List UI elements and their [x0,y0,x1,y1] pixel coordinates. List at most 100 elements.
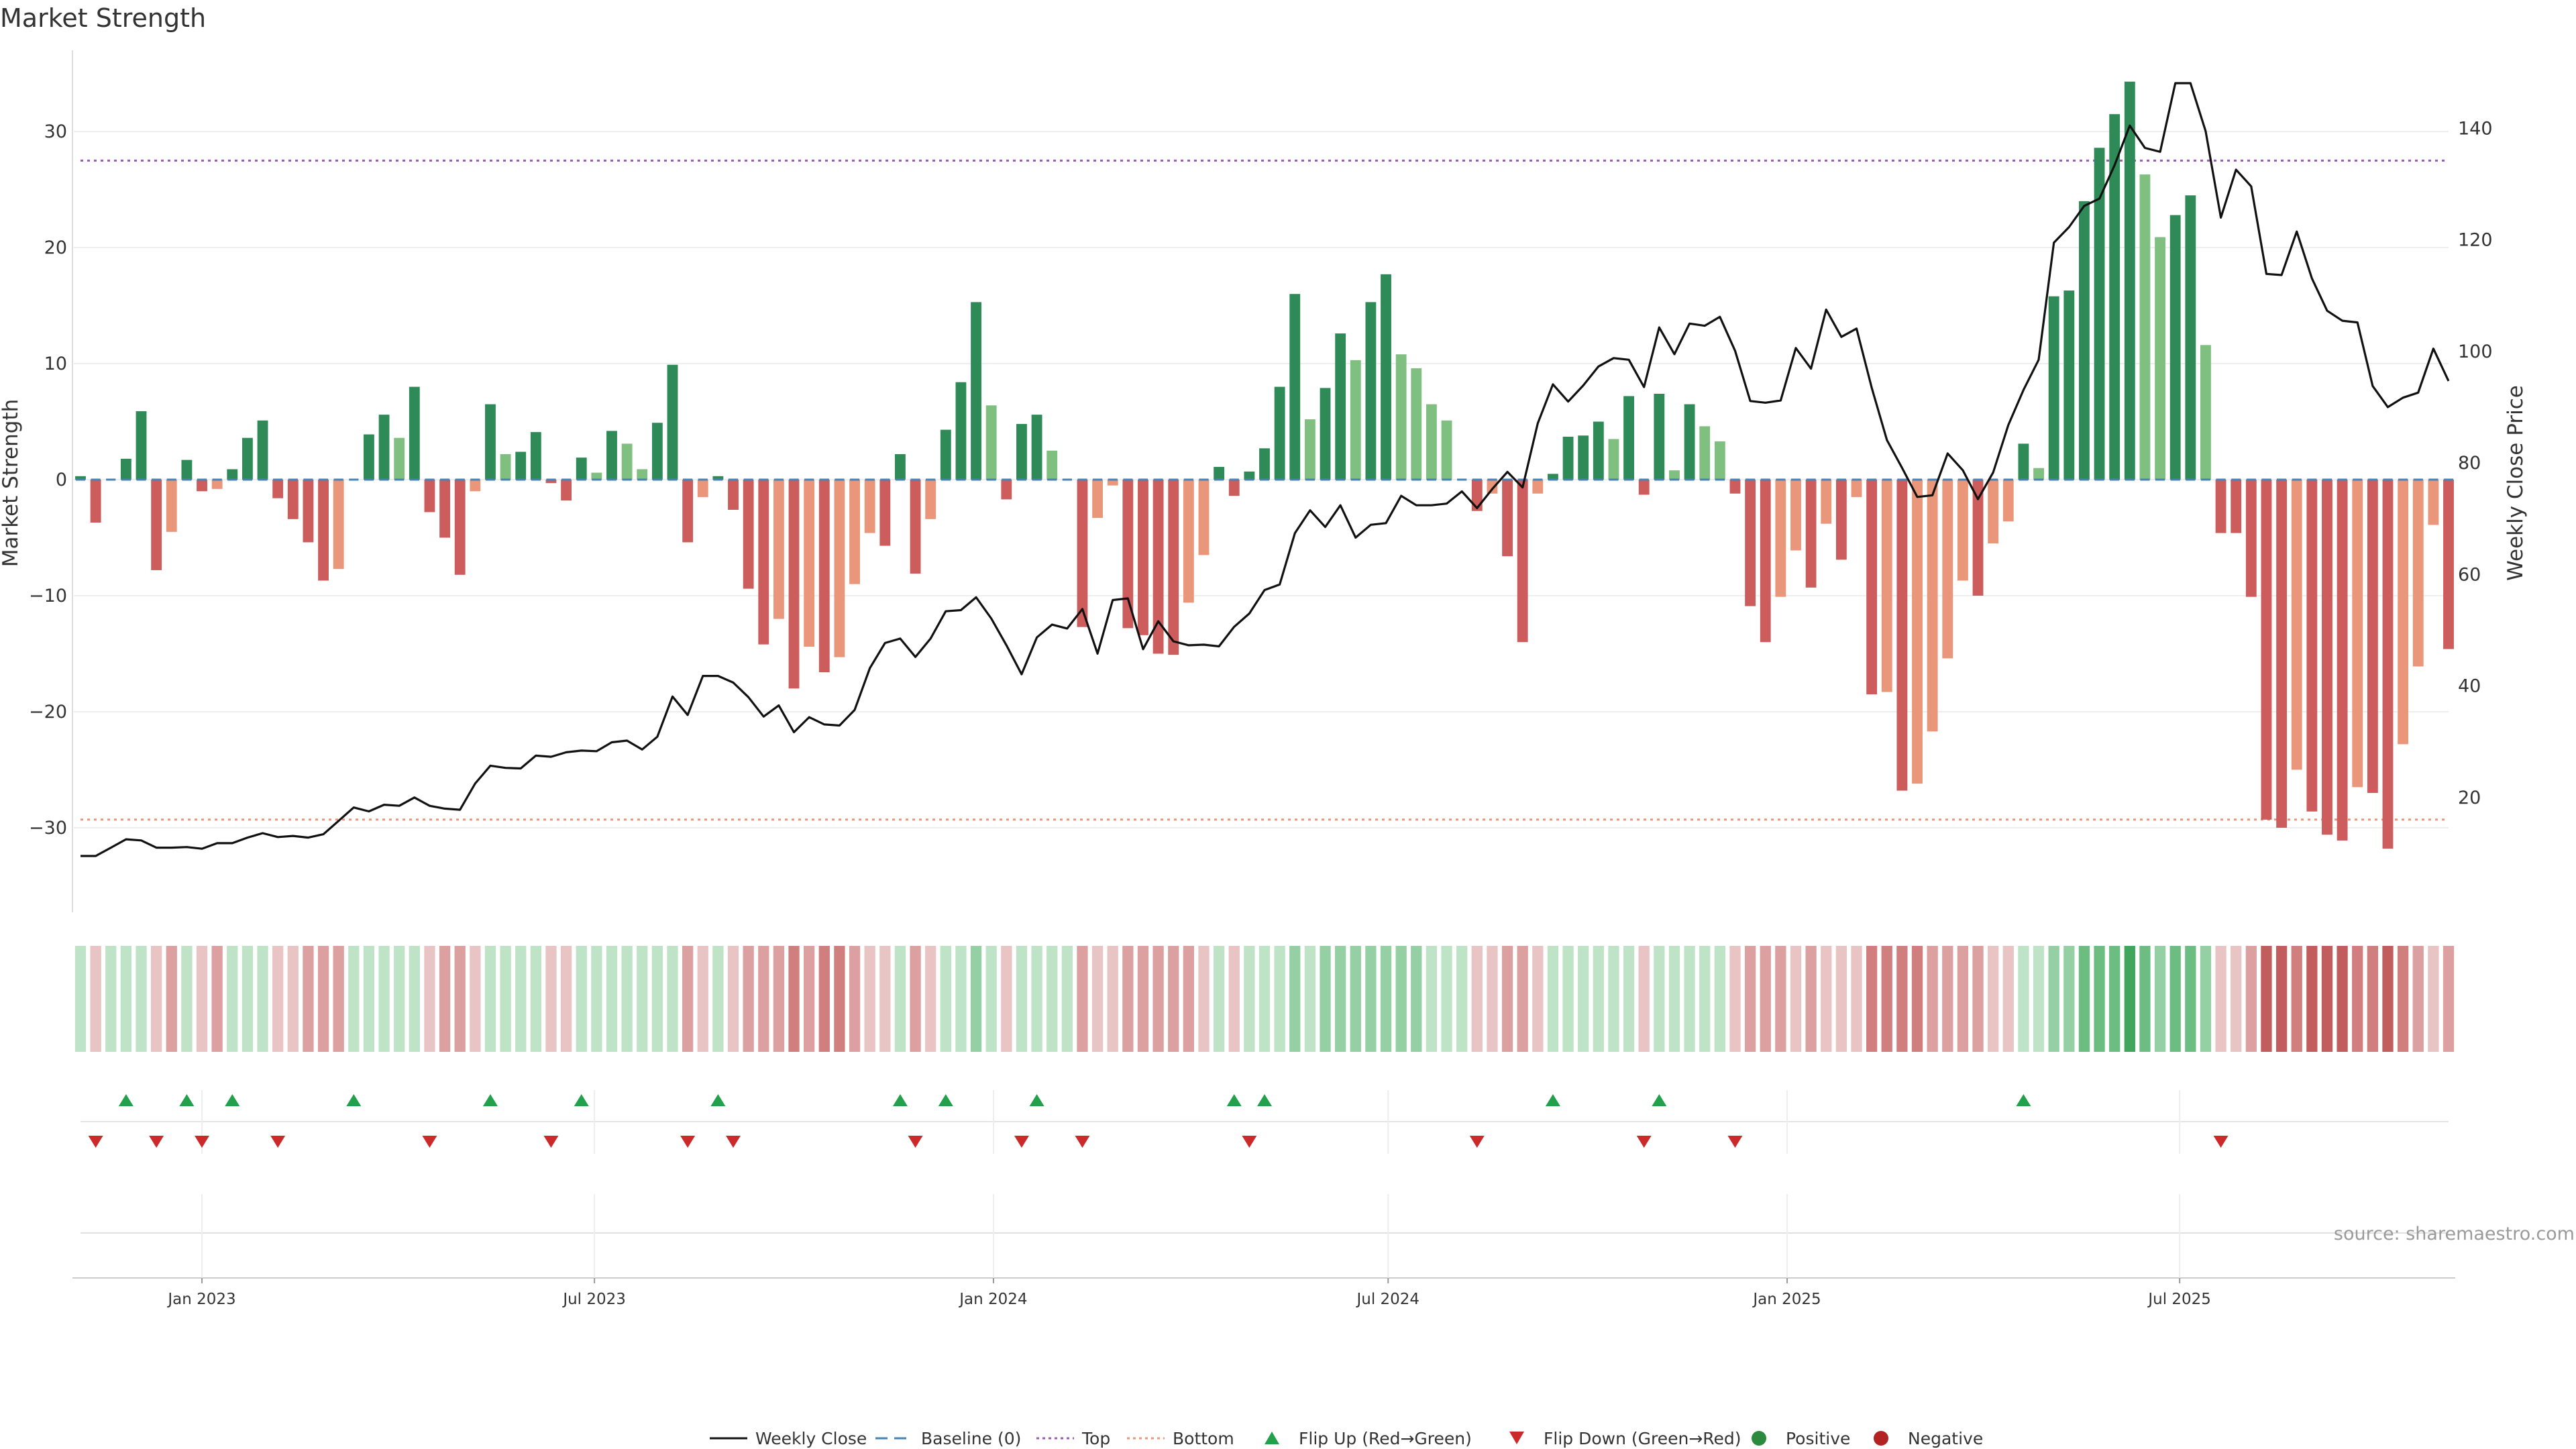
heat-cell [1365,946,1377,1052]
positive-bar [136,411,147,480]
negative-bar [804,480,815,647]
legend: Weekly Close Baseline (0) Top Bottom Flip Up… [710,1429,1983,1448]
negative-bar [1228,480,1240,496]
heat-cell [606,946,618,1052]
legend-item: Weekly Close [710,1429,867,1448]
negative-bar [1168,480,1179,655]
flip-up-marker [938,1094,953,1106]
heat-cell [1320,946,1331,1052]
heat-cell [1547,946,1559,1052]
negative-bar [788,480,800,689]
heat-cell [788,946,800,1052]
positive-bar [985,405,997,480]
negative-bar [1760,480,1771,643]
weekly-close-line [80,82,2450,857]
positive-bar [576,458,587,480]
negative-bar [2443,480,2454,649]
heat-cell [1760,946,1771,1052]
negative-bar [1821,480,1832,524]
positive-bar [515,451,527,480]
heat-cell [1942,946,1953,1052]
right-tick-label: 140 [2458,118,2493,139]
negative-bar [2276,480,2288,828]
legend-label: Weekly Close [755,1429,867,1448]
positive-bar [1274,386,1285,480]
heat-cell [1016,946,1028,1052]
heat-cell [484,946,496,1052]
positive-bar [1335,333,1346,480]
negative-bar [1502,480,1513,557]
heat-cell [2094,946,2105,1052]
heat-cell [1517,946,1528,1052]
positive-bar [2185,195,2196,480]
positive-bar [1350,360,1361,480]
heat-cell [1228,946,1240,1052]
legend-item: Negative [1874,1429,1983,1448]
heat-cell [2124,946,2135,1052]
heat-cell [1927,946,1938,1052]
flip-down-marker [1242,1136,1257,1148]
heat-cell [257,946,268,1052]
positive-bar [1699,426,1711,480]
positive-bar [1016,423,1027,480]
negative-bar [2291,480,2302,770]
flip-up-marker [1652,1094,1667,1106]
positive-bar [1548,474,1558,480]
positive-bar [2124,81,2135,480]
heat-cell [120,946,132,1052]
negative-bar [1729,480,1741,494]
left-axis-title: Market Strength [0,399,23,568]
flip-down-marker [1727,1136,1743,1148]
heat-cell [1487,946,1498,1052]
negative-bar [1972,480,1984,596]
right-tick-label: 100 [2458,341,2493,362]
negative-bar [2002,480,2014,522]
positive-bar [1411,368,1422,480]
heat-cell [2428,946,2439,1052]
heat-cell [1608,946,1619,1052]
left-tick-label: 0 [56,470,67,490]
negative-bar [818,480,830,673]
negative-bar [2215,480,2226,533]
positive-bar [1304,419,1316,480]
negative-bar [1517,480,1528,643]
positive-bar [227,469,238,480]
positive-bar [955,382,967,480]
flip-up-marker [1029,1094,1044,1106]
positive-bar [1395,354,1407,480]
positive-bar [378,415,390,480]
positive-bar [1654,394,1665,480]
heat-cell [1137,946,1149,1052]
negative-bar [211,480,223,489]
heat-cell [287,946,299,1052]
heat-cell [2215,946,2226,1052]
negative-bar [728,480,739,510]
flip-up-marker [1257,1094,1272,1106]
heat-cell [303,946,314,1052]
heat-cell [1077,946,1088,1052]
heat-cell [1456,946,1468,1052]
heat-cell [804,946,815,1052]
negative-bar [1198,480,1210,555]
positive-bar [1593,421,1604,480]
positive-bar [1244,471,1255,480]
negative-bar [1805,480,1817,588]
heat-cell [1411,946,1422,1052]
negative-bar [743,480,754,589]
positive-bar [181,460,193,480]
legend-label: Top [1081,1429,1110,1448]
heat-cell [333,946,344,1052]
positive-bar [257,420,268,480]
flip-up-marker [225,1094,240,1106]
date-tick-label: Jul 2024 [1355,1291,1419,1308]
flip-down-marker [908,1136,923,1148]
right-tick-label: 20 [2458,788,2481,808]
positive-bar [1578,435,1589,480]
heat-cell [1532,946,1544,1052]
negative-bar [1866,480,1878,694]
negative-bar [879,480,891,546]
positive-bar [1562,437,1574,480]
heat-cell [2291,946,2302,1052]
legend-swatch-circle [1874,1431,1888,1446]
